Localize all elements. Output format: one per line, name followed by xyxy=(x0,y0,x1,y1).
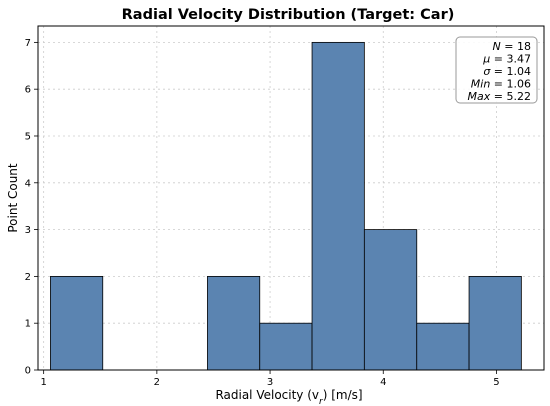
y-axis-label: Point Count xyxy=(6,163,20,233)
stats-value: = 5.22 xyxy=(490,90,531,103)
chart-title: Radial Velocity Distribution (Target: Ca… xyxy=(122,7,455,23)
stats-line: σ = 1.04 xyxy=(483,65,531,78)
stats-value: = 18 xyxy=(501,40,531,53)
x-axis-label: Radial Velocity (vr) [m/s] xyxy=(215,388,362,406)
y-tick-label: 1 xyxy=(25,319,31,330)
stats-line: μ = 3.47 xyxy=(482,53,531,66)
stats-value: = 1.06 xyxy=(490,78,531,91)
stats-name: Min xyxy=(471,78,491,91)
y-tick-label: 7 xyxy=(25,38,31,49)
x-axis-label-unit: ) [m/s] xyxy=(323,388,363,402)
x-tick-label: 2 xyxy=(154,377,160,388)
histogram-bar xyxy=(363,229,418,371)
stats-line: Min = 1.06 xyxy=(471,78,531,91)
stats-name: N xyxy=(493,40,501,53)
histogram-bar xyxy=(416,322,470,371)
y-tick-label: 4 xyxy=(25,178,31,189)
stats-name: σ xyxy=(483,65,491,78)
stats-line: N = 18 xyxy=(493,40,531,53)
y-tick-label: 0 xyxy=(25,366,31,377)
stats-value: = 1.04 xyxy=(490,65,531,78)
histogram-bar xyxy=(50,275,104,371)
y-tick-label: 2 xyxy=(25,272,31,283)
histogram-bar xyxy=(259,322,313,371)
stats-box-frame xyxy=(455,36,538,104)
x-axis-label-text: Radial Velocity (v xyxy=(215,388,319,402)
histogram-bar xyxy=(468,275,522,371)
x-tick-label: 1 xyxy=(40,377,46,388)
histogram-bar xyxy=(311,41,365,371)
x-axis-label-subscript: r xyxy=(319,397,324,406)
histogram-bar xyxy=(207,275,261,371)
x-tick-label: 3 xyxy=(267,377,273,388)
histogram-bars xyxy=(50,41,522,371)
y-tick-label: 5 xyxy=(25,131,31,142)
stats-name: Max xyxy=(468,90,491,103)
stats-name: μ xyxy=(482,53,490,66)
y-tick-label: 6 xyxy=(25,85,31,96)
stats-value: = 3.47 xyxy=(490,53,531,66)
plot-frame xyxy=(37,25,545,371)
x-tick-label: 5 xyxy=(493,377,499,388)
x-tick-label: 4 xyxy=(380,377,386,388)
stats-line: Max = 5.22 xyxy=(468,90,531,103)
y-tick-label: 3 xyxy=(25,225,31,236)
